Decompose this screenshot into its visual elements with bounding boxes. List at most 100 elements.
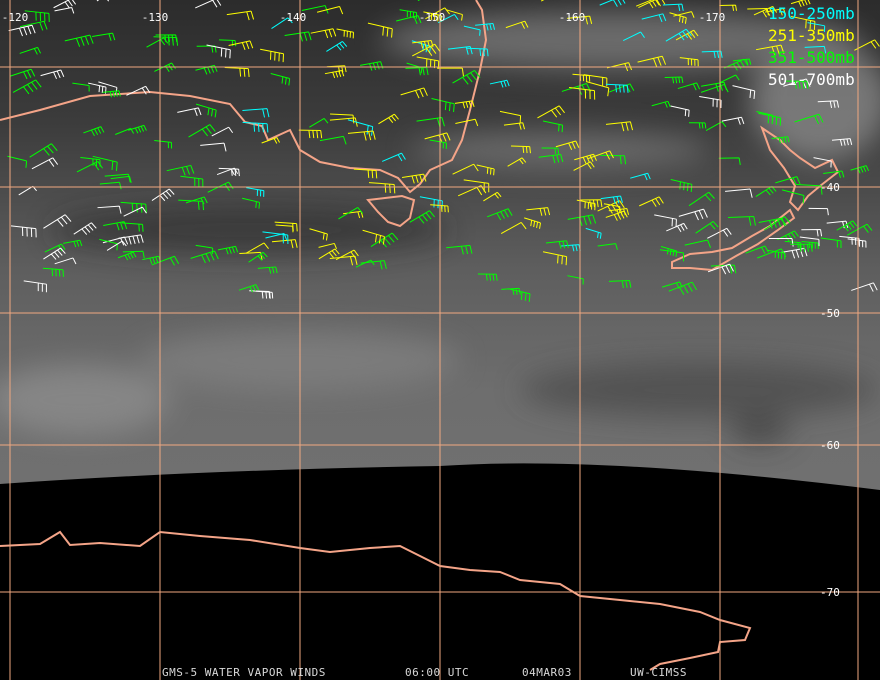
wind-barb: [206, 44, 231, 59]
wind-barb: [790, 15, 816, 31]
wind-barb: [151, 255, 180, 266]
wind-barb: [670, 105, 690, 117]
wind-barb: [104, 173, 131, 183]
wind-barb: [24, 10, 50, 22]
wind-barb: [270, 73, 291, 86]
wind-barb: [603, 203, 621, 213]
wind-barb: [755, 44, 785, 56]
wind-barb: [309, 118, 329, 128]
wind-barb: [605, 210, 628, 221]
wind-barb: [851, 282, 878, 292]
wind-barb: [335, 249, 359, 261]
latitude-label: -50: [820, 307, 840, 320]
longitude-label: -120: [2, 11, 29, 24]
wind-barb: [8, 24, 36, 37]
wind-barb: [19, 20, 48, 31]
wind-barb: [665, 28, 692, 42]
wind-barb: [763, 216, 791, 231]
wind-barb: [217, 245, 239, 255]
wind-barb: [188, 124, 216, 138]
wind-barb: [651, 100, 671, 108]
wind-barb: [7, 155, 28, 168]
wind-barb: [585, 227, 602, 239]
wind-barb: [31, 157, 59, 170]
wind-barb: [92, 155, 118, 171]
latitude-label: -60: [820, 439, 840, 452]
wind-barb: [91, 32, 116, 41]
cloud-features: [0, 10, 880, 445]
wind-barb: [29, 143, 58, 158]
wind-barb: [677, 82, 701, 91]
wind-barb: [638, 0, 660, 9]
wind-barb: [454, 100, 475, 109]
wind-barb: [758, 112, 782, 126]
wind-barb: [801, 229, 823, 237]
wind-barb: [831, 138, 853, 146]
longitude-label: -150: [419, 11, 446, 24]
wind-barb: [701, 81, 728, 92]
wind-barb: [622, 31, 645, 42]
longitude-label: -170: [699, 11, 726, 24]
wind-barb: [587, 150, 614, 160]
wind-barb: [381, 152, 406, 162]
wind-barb: [195, 244, 214, 255]
wind-barb: [118, 234, 144, 245]
wind-barb: [416, 117, 445, 128]
wind-barb: [476, 164, 495, 176]
wind-barb: [660, 246, 678, 257]
wind-barb: [777, 230, 799, 242]
tasmania-coast: [366, 194, 416, 228]
wind-barb: [673, 11, 695, 18]
wind-barb: [771, 136, 790, 144]
wind-barb: [599, 0, 626, 7]
wind-barb: [63, 239, 83, 248]
wind-barb: [338, 207, 364, 220]
wind-barb: [126, 85, 151, 96]
wind-barbs: [7, 0, 880, 302]
wind-barb: [43, 247, 66, 260]
wind-barb: [636, 0, 666, 7]
wind-barb: [53, 0, 77, 9]
wind-barb: [555, 140, 580, 150]
wind-barb: [123, 206, 147, 217]
wind-barb: [336, 28, 354, 39]
wind-barb: [668, 281, 697, 296]
wind-barb: [99, 238, 118, 251]
wind-barb: [725, 188, 753, 198]
wind-barb: [40, 69, 65, 80]
wind-barb: [396, 15, 422, 25]
wind-barb: [524, 217, 541, 229]
wind-barb: [541, 147, 560, 154]
wind-barb: [330, 113, 355, 124]
wind-barb: [486, 208, 513, 221]
wind-barb: [64, 34, 94, 47]
wind-barb: [836, 220, 858, 232]
wind-barb: [732, 58, 752, 66]
wind-barb: [768, 237, 794, 247]
wind-barb: [847, 223, 873, 236]
wind-barb: [298, 129, 323, 139]
wind-barb: [226, 10, 255, 21]
wind-barb: [416, 56, 440, 69]
wind-barb: [228, 40, 254, 50]
wind-barb: [666, 222, 688, 233]
wind-barb: [423, 11, 442, 23]
wind-barb: [80, 156, 101, 167]
wind-barb: [324, 69, 345, 79]
wind-barb: [688, 122, 707, 129]
wind-barb: [121, 222, 144, 232]
wind-barb: [707, 227, 732, 239]
wind-barb: [820, 237, 842, 249]
wind-barb: [654, 214, 677, 228]
wind-barb: [808, 207, 829, 216]
footer-title: GMS-5 WATER VAPOR WINDS: [162, 666, 326, 679]
wind-barb: [799, 236, 820, 247]
wind-barb: [705, 121, 727, 132]
wind-barb: [755, 185, 777, 197]
wind-barb: [329, 255, 358, 266]
wind-barb: [180, 175, 204, 188]
wind-barb: [117, 251, 137, 261]
wind-barb: [745, 245, 769, 254]
wind-barb: [567, 275, 584, 285]
